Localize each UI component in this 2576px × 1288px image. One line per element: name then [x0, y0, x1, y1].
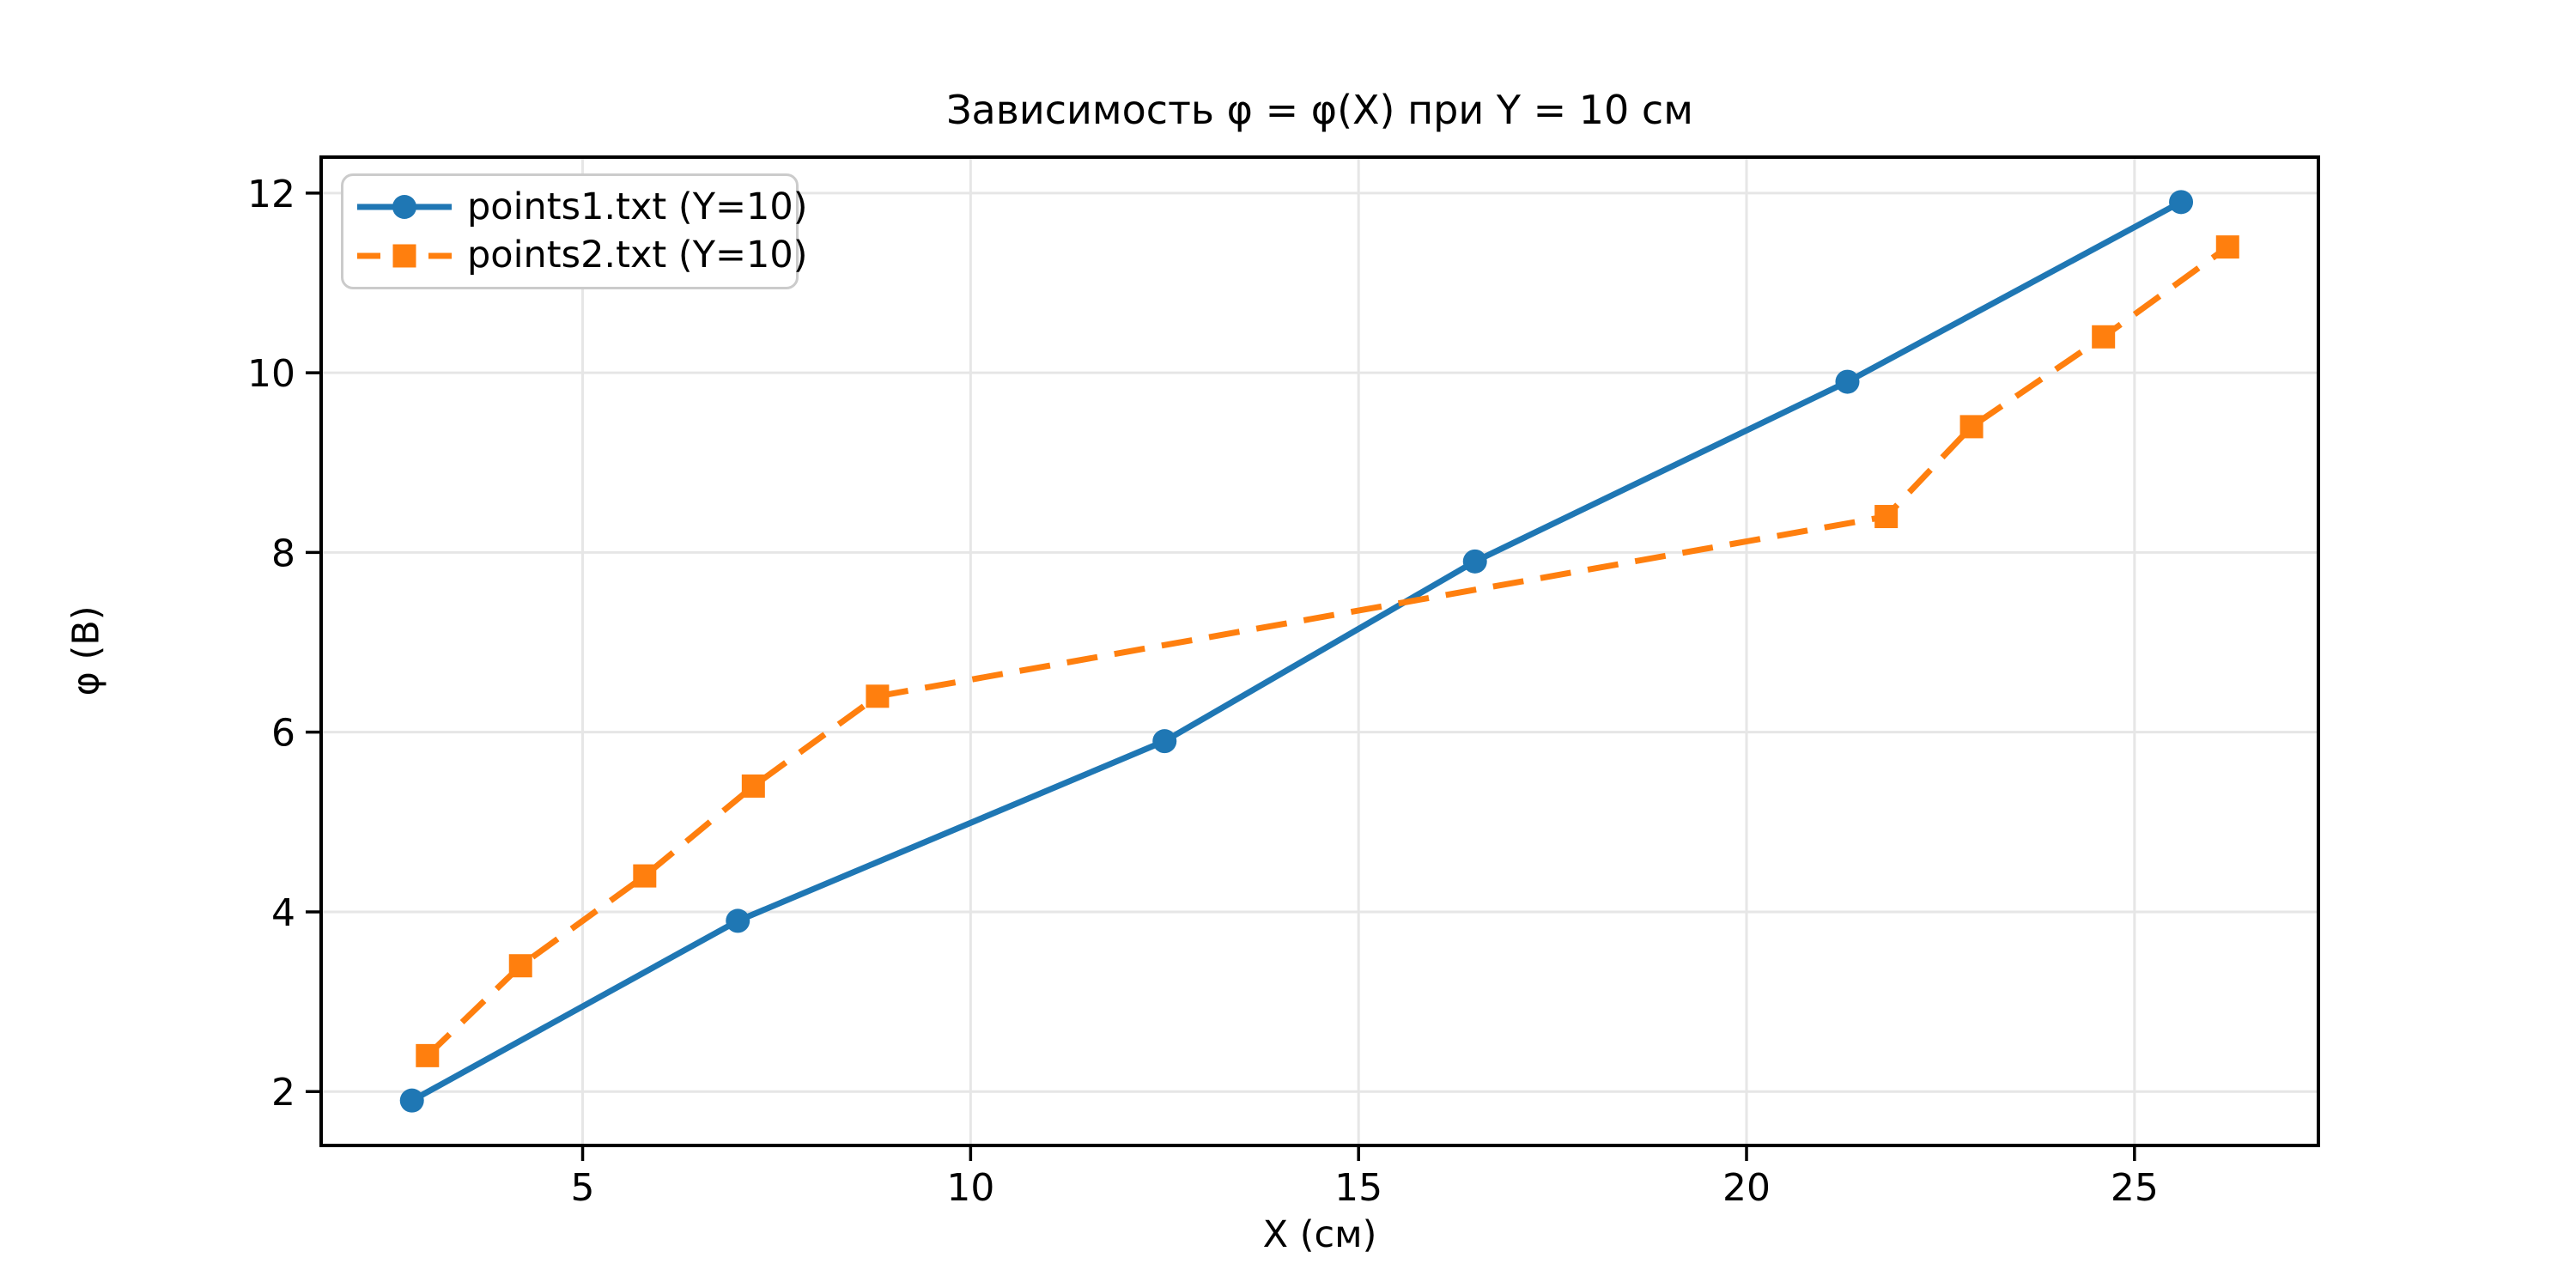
data-point-square [741, 774, 765, 798]
x-tick-label: 25 [2111, 1166, 2159, 1210]
legend-label: points1.txt (Y=10) [467, 185, 808, 228]
data-point-square [508, 954, 532, 978]
data-point-circle [726, 908, 750, 933]
data-point-square [2092, 325, 2116, 349]
y-tick-label: 6 [271, 712, 295, 756]
legend-label: points2.txt (Y=10) [467, 234, 808, 277]
chart-title: Зависимость φ = φ(X) при Y = 10 см [946, 87, 1693, 133]
y-tick-label: 10 [247, 352, 295, 396]
plot-border [319, 155, 2320, 1147]
legend-marker-circle [392, 195, 416, 220]
x-tick-label: 5 [571, 1166, 595, 1210]
legend-sample-dashed-square-icon [357, 244, 452, 268]
data-point-circle [1835, 369, 1860, 394]
x-tick-label: 15 [1334, 1166, 1382, 1210]
series-line-0 [410, 199, 2183, 1103]
data-point-square [1874, 505, 1899, 529]
legend-marker-square [392, 244, 416, 268]
x-axis-label: X (см) [1262, 1213, 1377, 1256]
data-point-circle [2169, 190, 2194, 215]
y-tick-label: 4 [271, 891, 295, 935]
data-point-square [633, 864, 657, 888]
x-tick-label: 10 [946, 1166, 994, 1210]
data-point-circle [399, 1088, 424, 1113]
data-point-square [2215, 235, 2239, 259]
y-tick-label: 12 [247, 173, 295, 216]
legend-entry-points2: points2.txt (Y=10) [357, 234, 808, 278]
legend: points1.txt (Y=10) points2.txt (Y=10) [341, 173, 808, 289]
data-point-circle [1152, 729, 1177, 754]
x-tick-label: 20 [1722, 1166, 1771, 1210]
y-axis-label: φ (В) [64, 605, 108, 696]
data-point-square [416, 1043, 440, 1067]
series-line-1 [425, 244, 2230, 1058]
y-tick-label: 8 [271, 532, 295, 575]
data-point-square [866, 684, 890, 708]
legend-entry-points1: points1.txt (Y=10) [357, 185, 808, 229]
legend-sample-solid-circle-icon [357, 195, 452, 220]
y-tick-label: 2 [271, 1071, 295, 1115]
data-point-circle [1462, 549, 1487, 574]
data-point-square [1959, 415, 1984, 439]
